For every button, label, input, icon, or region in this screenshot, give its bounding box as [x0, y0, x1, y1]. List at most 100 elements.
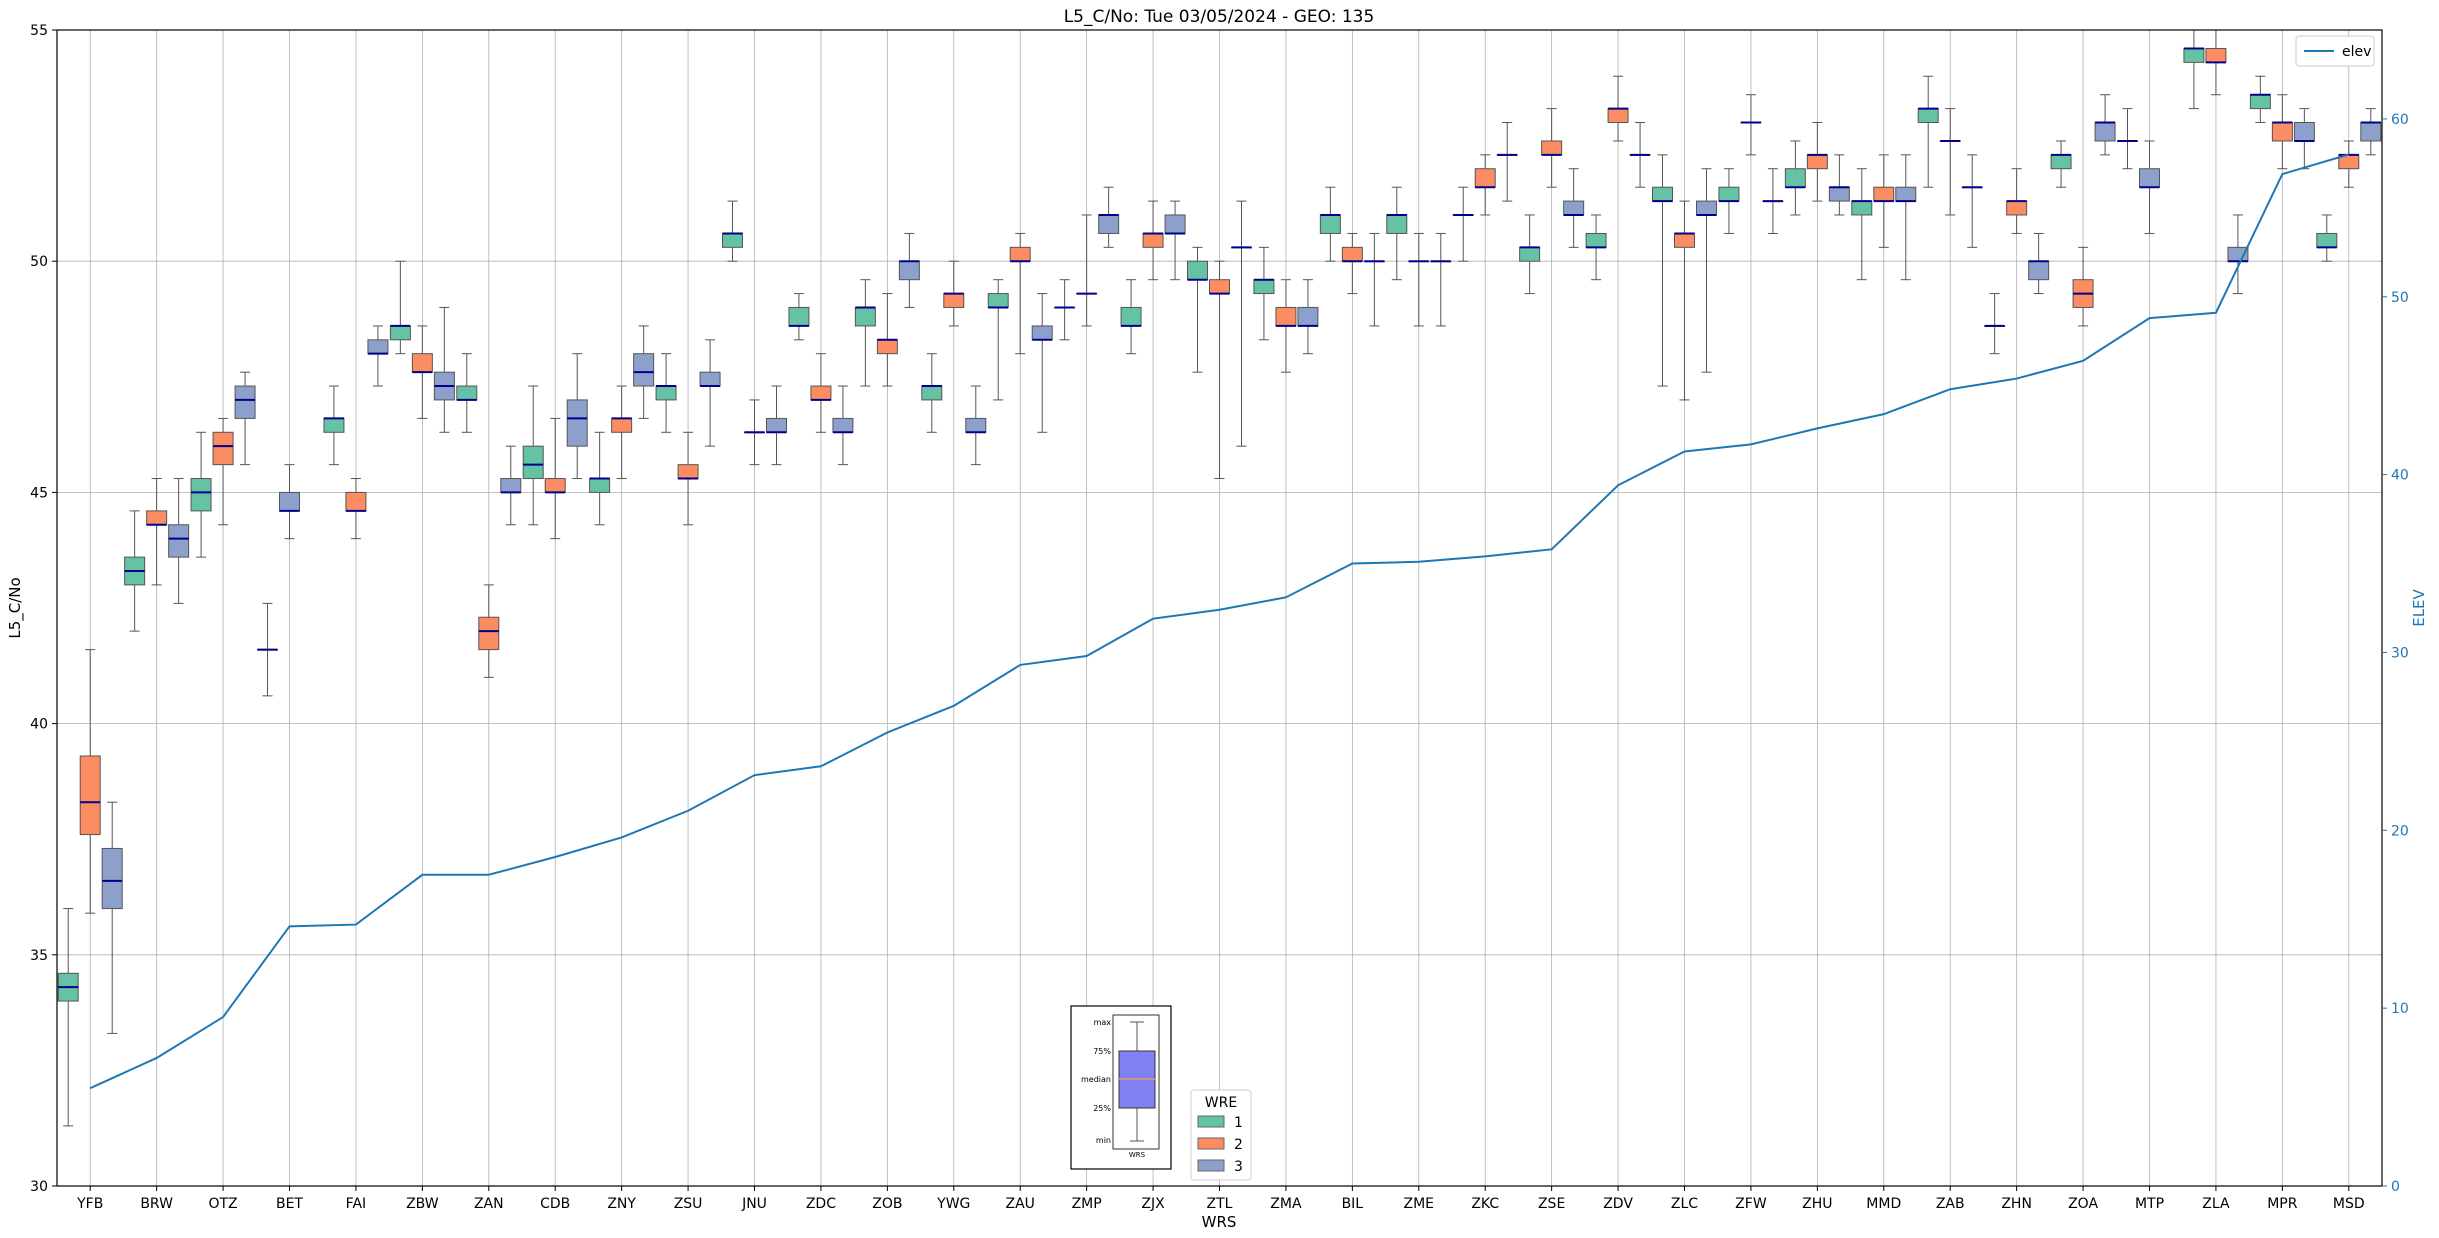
y2-tick-label: 20 [2391, 823, 2409, 839]
x-tick-label: ZDC [806, 1196, 836, 1212]
x-tick-label: FAI [346, 1196, 366, 1212]
x-tick-label: ZOB [872, 1196, 902, 1212]
box-ZHU-wre3 [1828, 186, 1850, 202]
x-tick-label: YWG [936, 1196, 970, 1212]
box-OTZ-wre3 [234, 385, 256, 419]
box-ZFW-wre1 [1718, 186, 1740, 202]
box-ZOA-wre3 [2094, 121, 2116, 142]
x-tick-label: MMD [1866, 1196, 1901, 1212]
box-key-xlabel: WRS [1129, 1151, 1146, 1159]
y-tick-label: 35 [30, 948, 48, 964]
x-tick-label: ZAU [1006, 1196, 1035, 1212]
box-ZAU-wre1 [987, 293, 1009, 308]
wre-legend-swatch-1 [1197, 1115, 1225, 1128]
box-ZBW-wre2 [411, 353, 433, 373]
box-ZKC-wre2 [1474, 168, 1496, 188]
box-YFB-wre3 [101, 847, 123, 910]
box-ZSU-wre3 [699, 371, 721, 387]
x-tick-label: BIL [1342, 1196, 1364, 1212]
box-ZHU-wre1 [1784, 168, 1806, 188]
x-tick-label: CDB [540, 1196, 570, 1212]
y2-tick-label: 40 [2391, 468, 2409, 484]
x-tick-label: ZLA [2202, 1196, 2230, 1212]
box-YWG-wre1 [921, 385, 943, 401]
y2-axis-title: ELEV [2410, 588, 2428, 626]
x-tick-label: OTZ [208, 1196, 237, 1212]
box-MMD-wre1 [1851, 200, 1873, 216]
x-tick-label: ZHN [2001, 1196, 2032, 1212]
box-JNU-wre1 [722, 232, 743, 248]
x-tick-label: ZSU [674, 1196, 703, 1212]
box-ZSU-wre1 [655, 385, 677, 401]
box-ZNY-wre1 [589, 478, 611, 493]
box-ZMP-wre3 [1098, 214, 1120, 234]
x-tick-label: ZFW [1735, 1196, 1767, 1212]
box-ZAB-wre1 [1917, 108, 1939, 123]
box-ZAN-wre2 [478, 616, 500, 651]
y-tick-label: 40 [30, 717, 48, 733]
box-key-inset: max 75% median 25% min WRS [1070, 1005, 1172, 1170]
box-YFB-wre2 [79, 755, 101, 836]
x-tick-label: ZME [1404, 1196, 1435, 1212]
box-ZTL-wre1 [1187, 260, 1208, 281]
box-JNU-wre3 [766, 417, 787, 433]
box-ZSE-wre1 [1519, 246, 1541, 262]
wre-legend-label-2: 2 [1234, 1137, 1243, 1153]
box-ZLC-wre2 [1674, 232, 1695, 248]
x-tick-label: ZMP [1072, 1196, 1102, 1212]
x-tick-label: ZAN [474, 1196, 504, 1212]
box-ZMA-wre1 [1253, 279, 1275, 295]
y2-tick-label: 50 [2391, 290, 2409, 306]
box-ZOB-wre3 [898, 260, 920, 281]
elev-series-line [89, 153, 2350, 1090]
box-MSD-wre1 [2316, 232, 2338, 248]
box-ZNY-wre2 [611, 417, 633, 433]
box-MMD-wre2 [1873, 186, 1895, 202]
box-ZDV-wre2 [1607, 108, 1629, 123]
box-ZHN-wre2 [2006, 200, 2028, 216]
box-ZLA-wre1 [2183, 47, 2205, 63]
box-key-label-median: median [1081, 1075, 1111, 1084]
wre-legend-frame [1190, 1089, 1252, 1181]
x-tick-label: ZOA [2068, 1196, 2098, 1212]
x-tick-label: ZHU [1802, 1196, 1832, 1212]
box-key-inner-frame [1112, 1014, 1160, 1150]
y-axis-title: L5_C/No [6, 577, 25, 638]
y2-tick-label: 60 [2391, 112, 2409, 128]
box-ZAU-wre2 [1009, 246, 1031, 262]
box-ZAN-wre3 [500, 478, 522, 493]
box-ZBW-wre1 [389, 325, 411, 341]
box-ZLC-wre1 [1652, 186, 1673, 202]
x-tick-label: BET [276, 1196, 303, 1212]
y-tick-label: 50 [30, 254, 48, 270]
x-tick-label: ZSE [1538, 1196, 1565, 1212]
chart-title: L5_C/No: Tue 03/05/2024 - GEO: 135 [1064, 7, 1375, 27]
box-YWG-wre2 [943, 293, 965, 308]
box-MPR-wre2 [2271, 121, 2293, 142]
box-ZAN-wre1 [456, 385, 478, 401]
box-OTZ-wre1 [190, 478, 212, 512]
box-YWG-wre3 [965, 417, 987, 433]
box-plots [57, 29, 2382, 1127]
box-ZTL-wre2 [1209, 279, 1230, 295]
wre-legend: WRE 1 2 3 [1190, 1089, 1252, 1181]
wre-legend-swatch-3 [1197, 1159, 1225, 1172]
x-axis-title: WRS [1202, 1213, 1237, 1231]
box-BRW-wre3 [168, 524, 190, 558]
x-tick-label: ZKC [1471, 1196, 1499, 1212]
y2-axis-ticks: 0 10 20 30 40 50 60 [2382, 112, 2409, 1195]
wre-legend-label-3: 3 [1234, 1159, 1243, 1175]
box-ZJX-wre1 [1120, 306, 1142, 327]
box-FAI-wre2 [345, 491, 367, 512]
y2-tick-label: 10 [2391, 1001, 2409, 1017]
x-tick-label: ZLC [1671, 1196, 1698, 1212]
box-ZDC-wre2 [810, 385, 832, 401]
grid [57, 29, 2382, 1187]
box-ZDC-wre3 [832, 417, 854, 433]
box-FAI-wre3 [367, 339, 389, 355]
y-tick-label: 45 [30, 485, 48, 501]
x-tick-label: MSD [2333, 1196, 2365, 1212]
x-tick-label: ZMA [1270, 1196, 1302, 1212]
box-MMD-wre3 [1895, 186, 1917, 202]
